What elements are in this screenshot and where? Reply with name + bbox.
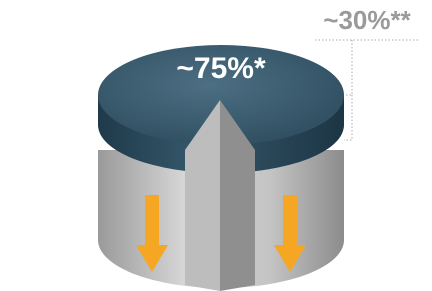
top-label: ~75%* — [176, 52, 266, 85]
diagram: ~75%* ~30%** — [0, 0, 432, 291]
side-label: ~30%** — [323, 5, 411, 35]
